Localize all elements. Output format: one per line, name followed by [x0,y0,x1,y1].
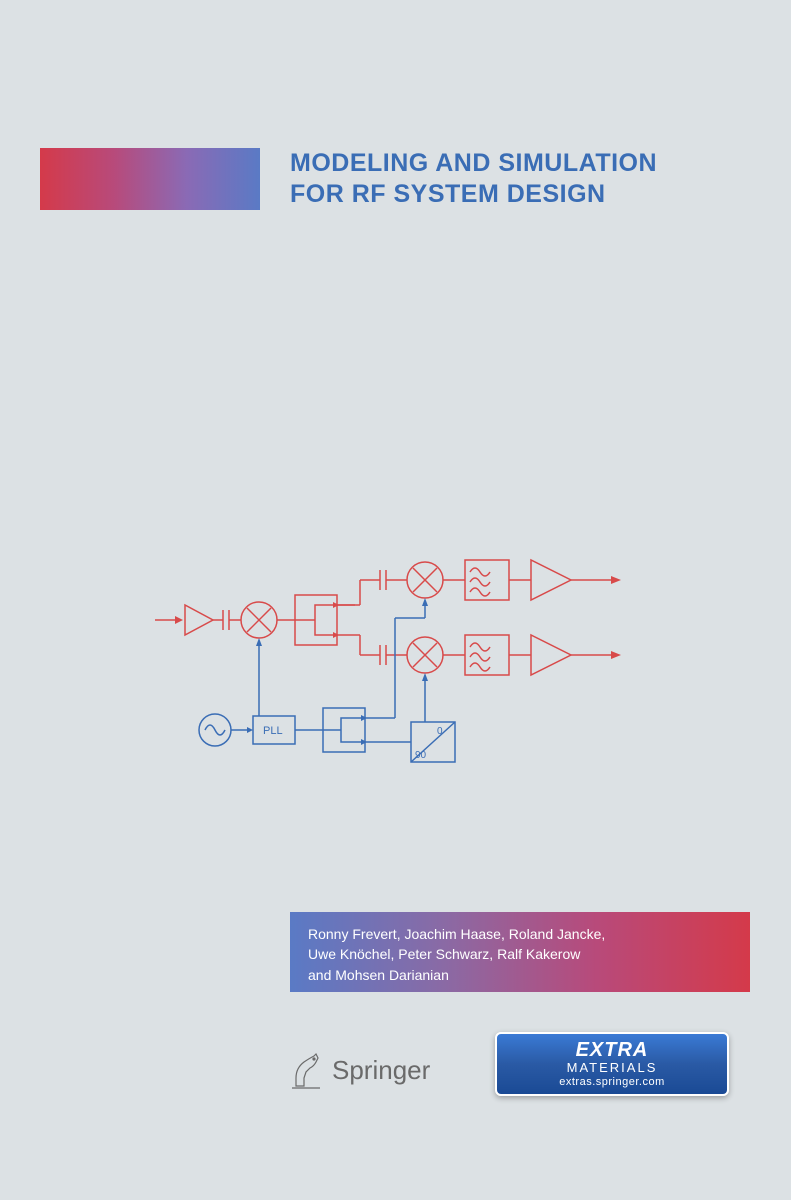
authors-bar: Ronny Frevert, Joachim Haase, Roland Jan… [290,912,750,992]
authors-line-3: and Mohsen Darianian [308,965,732,985]
extras-sub: MATERIALS [567,1061,658,1074]
springer-horse-icon [290,1050,324,1090]
publisher: Springer [290,1050,430,1090]
publisher-name: Springer [332,1055,430,1086]
rf-block-diagram: PLL 0 90 [155,550,665,790]
book-title: MODELING AND SIMULATION FOR RF SYSTEM DE… [290,148,760,211]
title-line-2: FOR RF SYSTEM DESIGN [290,179,760,210]
svg-text:PLL: PLL [263,725,283,737]
extras-badge: EXTRA MATERIALS extras.springer.com [495,1032,729,1096]
svg-text:0: 0 [437,726,443,737]
extras-url: extras.springer.com [559,1076,664,1088]
title-line-1: MODELING AND SIMULATION [290,148,760,179]
svg-text:90: 90 [415,750,427,761]
extras-main: EXTRA [576,1040,649,1060]
gradient-bar [40,148,260,210]
authors-line-2: Uwe Knöchel, Peter Schwarz, Ralf Kakerow [308,944,732,964]
authors-line-1: Ronny Frevert, Joachim Haase, Roland Jan… [308,924,732,944]
